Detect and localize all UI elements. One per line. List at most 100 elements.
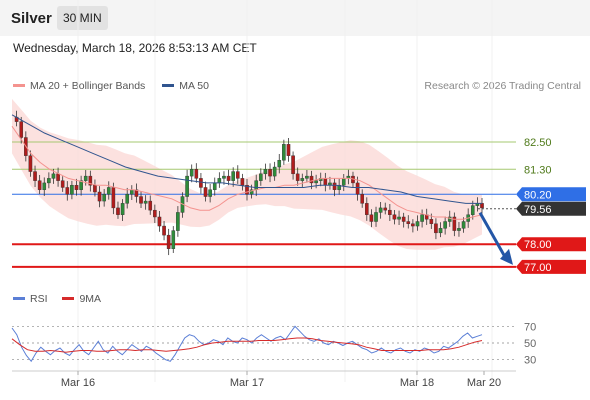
timestamp: Wednesday, March 18, 2026 8:53:13 AM CET [13,41,257,55]
level-tag-5 [516,259,586,274]
x-tick-label-3: Mar 20 [467,377,501,389]
candle-body-43 [208,189,212,197]
candle-body-19 [97,191,102,202]
candle-body-21 [106,187,111,195]
candle-body-75 [355,182,360,195]
candle-body-62 [295,173,300,181]
candle-body-83 [392,214,397,220]
candle-body-93 [438,228,443,234]
candle-body-102 [480,203,484,209]
level-tag-label-2: 80.20 [524,189,552,201]
candle-body-54 [259,173,263,181]
candle-body-95 [447,216,452,222]
candle-body-66 [314,180,318,184]
rsi-panel: 70 50 30 [11,321,536,367]
candle-body-78 [369,214,374,222]
legend-label-ma50: MA 50 [179,80,209,92]
candle-body-57 [272,166,277,177]
candle-body-61 [291,155,295,175]
rsi-legend: RSI 9MA [13,293,101,305]
candle-body-88 [415,221,420,227]
level-tag-3 [516,201,586,216]
candle-body-79 [374,212,378,222]
rsi-tick-label-1: 50 [524,338,536,350]
candle-body-13 [70,184,74,195]
candle-body-63 [300,178,305,181]
candle-body-31 [153,209,157,218]
candle-body-18 [93,184,97,193]
candle-body-52 [249,189,254,195]
candle-body-17 [88,175,93,186]
candle-body-35 [171,230,176,249]
main-legend: MA 20 + Bollinger Bands MA 50 [13,80,209,92]
candle-body-5 [33,171,37,181]
candle-body-70 [332,182,337,190]
resistance-label-1: 81.30 [524,164,552,176]
candle-body-85 [401,216,406,222]
candle-body-14 [74,184,79,190]
candle-body-23 [116,207,120,215]
candle-body-39 [189,169,194,177]
candle-body-72 [341,178,346,186]
interval-button[interactable]: 30 MIN [57,6,108,30]
candle-body-64 [305,175,309,179]
candle-body-46 [222,175,226,179]
candle-body-97 [457,228,461,231]
candle-body-20 [102,194,106,202]
legend-label-9ma: 9MA [79,293,102,305]
candle-body-48 [231,171,235,181]
legend-label-ma20: MA 20 + Bollinger Bands [30,80,146,92]
price-labels: 82.50 81.30 80.20 79.56 78.00 77.00 [516,137,586,274]
candle-body-82 [388,209,392,215]
ma50-line [11,114,482,204]
candle-body-100 [470,205,475,215]
candle-body-58 [277,160,282,168]
candle-body-22 [111,187,116,209]
legend-item-9ma: 9MA [62,293,101,305]
candle-body-65 [309,175,314,184]
candle-body-76 [360,194,364,204]
x-tick-label-1: Mar 17 [230,377,264,389]
legend-swatch-9ma [62,296,75,300]
candle-body-28 [139,196,143,204]
candle-body-55 [263,169,268,175]
candle-body-87 [411,223,415,227]
candle-body-41 [199,178,203,188]
candle-body-68 [323,178,328,186]
candle-body-86 [406,221,411,224]
legend-item-rsi: RSI [13,293,50,305]
candle-body-89 [420,214,424,222]
x-tick-label-2: Mar 18 [400,377,434,389]
level-tag-4 [516,237,586,252]
level-tag-2 [516,187,586,202]
candle-body-77 [365,203,369,215]
candle-body-32 [157,216,162,227]
rsi-9ma-line [11,337,483,353]
bollinger-band [12,98,482,250]
candle-body-84 [397,216,401,220]
resistance-label-0: 82.50 [524,137,552,149]
candle-body-50 [240,178,245,186]
candle-body-96 [452,216,457,231]
candle-body-92 [434,223,438,234]
candle-body-26 [130,189,134,195]
candle-body-98 [461,221,466,229]
legend-label-rsi: RSI [30,293,48,305]
candle-body-7 [42,182,47,190]
candle-body-94 [443,221,447,229]
candle-body-45 [217,178,222,184]
candle-body-15 [79,180,83,190]
copyright-notice: Research © 2026 Trading Central [424,80,581,92]
candle-body-80 [378,207,383,213]
forecast-arrow-shaft [478,212,507,258]
x-tick-label-0: Mar 16 [61,377,95,389]
candle-body-2 [19,121,24,138]
candle-body-59 [282,144,286,161]
forecast-arrow [478,212,513,265]
candle-body-44 [212,182,217,190]
candle-body-42 [203,187,208,197]
rsi-tick-label-0: 70 [524,321,536,333]
legend-item-ma50: MA 50 [162,80,209,92]
rsi-tick-label-2: 30 [524,355,536,367]
